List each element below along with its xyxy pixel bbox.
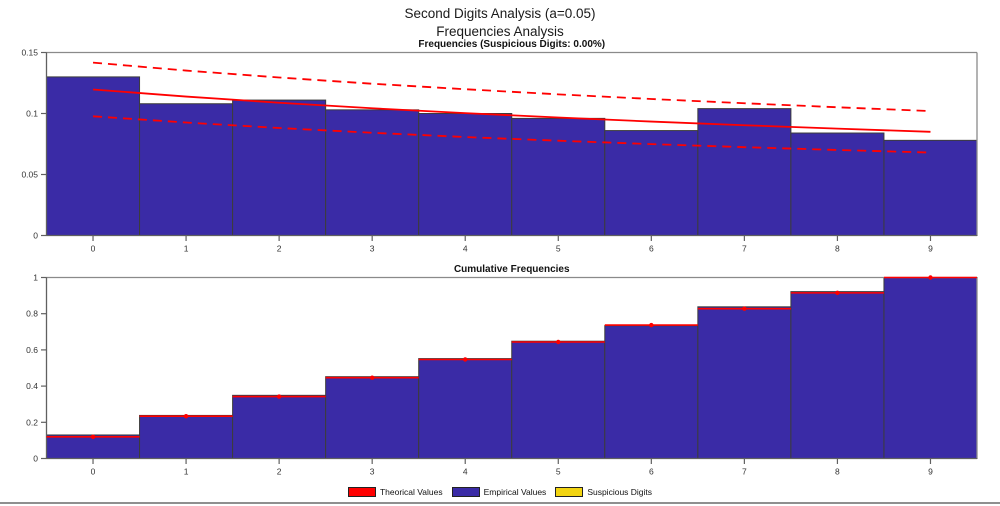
empirical-bar — [232, 394, 327, 459]
x-tick-label: 5 — [556, 244, 561, 254]
x-tick-label: 2 — [277, 244, 282, 254]
empirical-bar — [697, 306, 792, 459]
x-tick-label: 1 — [184, 244, 189, 254]
x-tick-label: 8 — [835, 244, 840, 254]
empirical-bar — [790, 132, 885, 237]
theorical-cumulative-dot — [369, 375, 375, 380]
x-tick-label: 1 — [184, 467, 189, 477]
legend-item-empirical: Empirical Values — [451, 487, 547, 497]
empirical-bar — [883, 277, 978, 459]
figure-bottom-border — [0, 502, 1000, 504]
x-tick-label: 8 — [835, 467, 840, 477]
empirical-bar — [325, 109, 420, 236]
theorical-cumulative-dot — [649, 322, 654, 328]
frequencies-plot-title: Frequencies (Suspicious Digits: 0.00%) — [418, 39, 606, 50]
x-tick-label: 4 — [463, 244, 468, 254]
figure-subtitle: Frequencies Analysis — [436, 24, 564, 39]
empirical-bar — [325, 376, 420, 459]
legend-label-suspicious: Suspicious Digits — [587, 487, 653, 497]
theorical-cumulative-dot — [90, 434, 96, 440]
empirical-bar — [511, 117, 606, 236]
empirical-bar — [418, 358, 513, 460]
theorical-line — [92, 88, 931, 133]
empirical-bar — [139, 103, 234, 236]
theorical-cumulative-dot — [556, 339, 561, 345]
y-tick-label: 0.1 — [26, 109, 38, 119]
empirical-bar — [232, 99, 327, 236]
x-tick-label: 3 — [370, 467, 375, 477]
y-tick-label: 0.4 — [26, 381, 38, 391]
confidence-bound-line — [92, 61, 931, 112]
theorical-cumulative-dot — [928, 275, 933, 280]
x-tick-label: 6 — [649, 244, 654, 254]
legend-label-empirical: Empirical Values — [483, 487, 547, 497]
x-tick-label: 7 — [742, 244, 747, 254]
x-tick-label: 2 — [277, 467, 282, 477]
y-tick-label: 1 — [33, 273, 38, 283]
figure-title: Second Digits Analysis (a=0.05) — [404, 6, 596, 21]
legend-item-theorical: Theorical Values — [347, 487, 443, 497]
empirical-bar — [883, 139, 978, 236]
x-tick-label: 0 — [91, 244, 96, 254]
empirical-bar — [418, 113, 513, 236]
y-tick-label: 0.05 — [21, 170, 38, 180]
x-tick-label: 6 — [649, 467, 654, 477]
theorical-cumulative-dot — [835, 290, 840, 296]
theorical-cumulative-dot — [463, 357, 468, 362]
x-tick-label: 5 — [556, 467, 561, 477]
legend-item-suspicious: Suspicious Digits — [555, 487, 652, 497]
x-tick-label: 0 — [91, 467, 96, 477]
theorical-cumulative-dot — [183, 414, 189, 419]
empirical-bar — [46, 76, 141, 237]
empirical-bar — [511, 340, 606, 460]
cumulative-plot-title: Cumulative Frequencies — [453, 264, 570, 275]
y-tick-label: 0 — [33, 231, 38, 241]
y-tick-label: 0 — [33, 454, 38, 464]
legend-swatch-empirical — [451, 487, 480, 497]
y-tick-label: 0.2 — [26, 417, 38, 427]
x-tick-label: 3 — [370, 244, 375, 254]
empirical-bar — [604, 130, 699, 236]
chart-legend: Theorical Values Empirical Values Suspicio… — [0, 487, 1000, 497]
y-tick-label: 0.8 — [26, 309, 38, 319]
legend-label-theorical: Theorical Values — [379, 487, 443, 497]
legend-swatch-theorical — [347, 487, 376, 497]
empirical-bar — [697, 108, 792, 236]
empirical-bar — [604, 325, 699, 459]
theorical-cumulative-dot — [742, 306, 747, 311]
empirical-bar — [790, 291, 885, 460]
x-tick-label: 9 — [928, 467, 933, 477]
y-tick-label: 0.6 — [26, 345, 38, 355]
x-tick-label: 7 — [742, 467, 747, 477]
legend-swatch-suspicious — [555, 487, 584, 497]
confidence-bound-line — [92, 115, 931, 154]
x-tick-label: 4 — [463, 467, 468, 477]
theorical-cumulative-dot — [276, 394, 282, 399]
y-tick-label: 0.15 — [21, 48, 38, 58]
x-tick-label: 9 — [928, 244, 933, 254]
empirical-bar — [139, 414, 234, 459]
